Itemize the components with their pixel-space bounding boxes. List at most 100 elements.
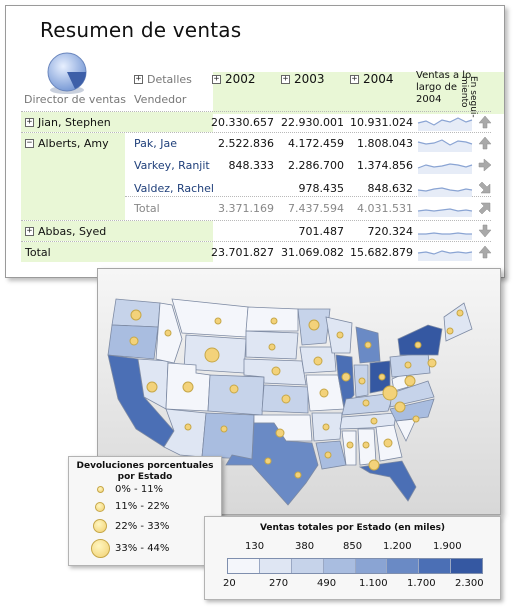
header-seller: Vendedor [134, 93, 186, 106]
sparkline-chart [416, 134, 474, 152]
value-2002: 20.330.657 [204, 116, 274, 129]
header-year-label: 2002 [225, 72, 256, 86]
header-year-2004[interactable]: + 2004 [350, 72, 394, 86]
bubble-icon [457, 310, 463, 316]
header-year-2002[interactable]: + 2002 [212, 72, 256, 86]
bubble-icon [130, 337, 138, 345]
bubble-icon [265, 458, 271, 464]
total-2002: 23.701.827 [204, 246, 274, 259]
sales-summary-report: Resumen de ventas Director de ventas + D… [5, 5, 505, 278]
bubble-medium-icon [95, 502, 105, 512]
scale-swatch [356, 559, 388, 573]
returns-legend-item: 0% - 11% [85, 484, 163, 495]
bubble-icon [314, 357, 322, 365]
scale-top-label: 380 [295, 541, 314, 552]
scale-top-label: 1.900 [433, 541, 462, 552]
bubble-icon [379, 374, 385, 380]
value-2003: 4.172.459 [274, 137, 344, 150]
returns-legend-item: 33% - 44% [85, 539, 169, 558]
state-colorado [208, 375, 264, 415]
scale-swatch [324, 559, 356, 573]
value-2004: 4.031.531 [343, 202, 413, 215]
bubble-icon [165, 330, 171, 336]
bubble-icon [221, 426, 227, 432]
sparkline-chart [416, 179, 474, 197]
scale-swatch [260, 559, 292, 573]
sales-legend-title: Ventas totales por Estado (en miles) [205, 523, 500, 533]
report-title: Resumen de ventas [40, 18, 241, 42]
bubble-icon [363, 400, 369, 406]
grand-total-label: Total [25, 246, 51, 259]
bubble-icon [383, 386, 397, 400]
expand-row-icon[interactable]: + [25, 118, 34, 127]
report-logo-icon [44, 50, 90, 96]
seller-name[interactable]: Pak, Jae [134, 137, 177, 150]
returns-legend-title: Devoluciones porcentuales por Estado [69, 461, 221, 483]
scale-top-label: 1.200 [383, 541, 412, 552]
bubble-icon [215, 318, 221, 324]
bubble-large-icon [93, 519, 107, 533]
scale-swatch [419, 559, 451, 573]
header-details: Detalles [147, 73, 192, 86]
seller-name[interactable]: Varkey, Ranjit [134, 159, 210, 172]
returns-legend: Devoluciones porcentuales por Estado 0% … [68, 456, 222, 566]
sales-color-scale [227, 558, 483, 574]
bubble-icon [320, 389, 328, 397]
arrow-down-right-icon [478, 181, 492, 195]
bubble-icon [183, 382, 193, 392]
bubble-small-icon [97, 486, 104, 493]
row-director[interactable]: + Abbas, Syed [25, 225, 106, 238]
expand-year-icon[interactable]: + [212, 75, 221, 84]
returns-legend-label: 11% - 22% [115, 501, 169, 512]
row-director[interactable]: − Alberts, Amy [25, 137, 109, 150]
bubble-icon [365, 342, 371, 348]
state-newyork [398, 325, 442, 355]
bubble-icon [415, 342, 421, 348]
header-details-toggle[interactable]: + Detalles [134, 73, 192, 86]
bubble-icon [276, 429, 284, 437]
expand-year-icon[interactable]: + [281, 75, 290, 84]
director-name: Jian, Stephen [38, 116, 111, 129]
bubble-icon [325, 452, 331, 458]
scale-top-label: 850 [343, 541, 362, 552]
total-2003: 31.069.082 [274, 246, 344, 259]
value-2002: 3.371.169 [204, 202, 274, 215]
expand-row-icon[interactable]: + [25, 227, 34, 236]
director-name: Abbas, Syed [38, 225, 106, 238]
returns-legend-label: 33% - 44% [115, 543, 169, 554]
row-director[interactable]: + Jian, Stephen [25, 116, 111, 129]
director-name: Alberts, Amy [38, 137, 109, 150]
collapse-row-icon[interactable]: − [25, 139, 34, 148]
row-separator [21, 241, 491, 242]
bubble-icon [369, 460, 379, 470]
header-tracking: En segui- miento [437, 76, 477, 106]
arrow-down-icon [478, 224, 492, 238]
value-2003: 701.487 [274, 225, 344, 238]
expand-year-icon[interactable]: + [350, 75, 359, 84]
row-separator [21, 132, 491, 133]
state-florida [360, 461, 416, 501]
bubble-icon [271, 318, 277, 324]
value-2004: 1.808.043 [343, 137, 413, 150]
bubble-icon [309, 320, 319, 330]
returns-legend-label: 22% - 33% [115, 521, 169, 532]
seller-name[interactable]: Valdez, Rachel [134, 182, 214, 195]
bubble-icon [323, 424, 329, 430]
expand-details-icon[interactable]: + [134, 75, 143, 84]
returns-legend-item: 22% - 33% [85, 519, 169, 533]
state-southcarolina [396, 419, 416, 441]
scale-swatch [387, 559, 419, 573]
bubble-icon [131, 310, 141, 320]
arrow-up-icon [478, 245, 492, 259]
bubble-icon [282, 395, 290, 403]
bubble-icon [447, 328, 453, 334]
sales-legend: Ventas totales por Estado (en miles) 130… [204, 516, 501, 600]
value-2004: 10.931.024 [343, 116, 413, 129]
returns-legend-item: 11% - 22% [85, 501, 169, 512]
bubble-icon [359, 378, 365, 384]
bubble-icon [337, 332, 343, 338]
returns-legend-label: 0% - 11% [115, 484, 163, 495]
header-year-2003[interactable]: + 2003 [281, 72, 325, 86]
state-montana [172, 299, 248, 337]
value-2002: 2.522.836 [204, 137, 274, 150]
